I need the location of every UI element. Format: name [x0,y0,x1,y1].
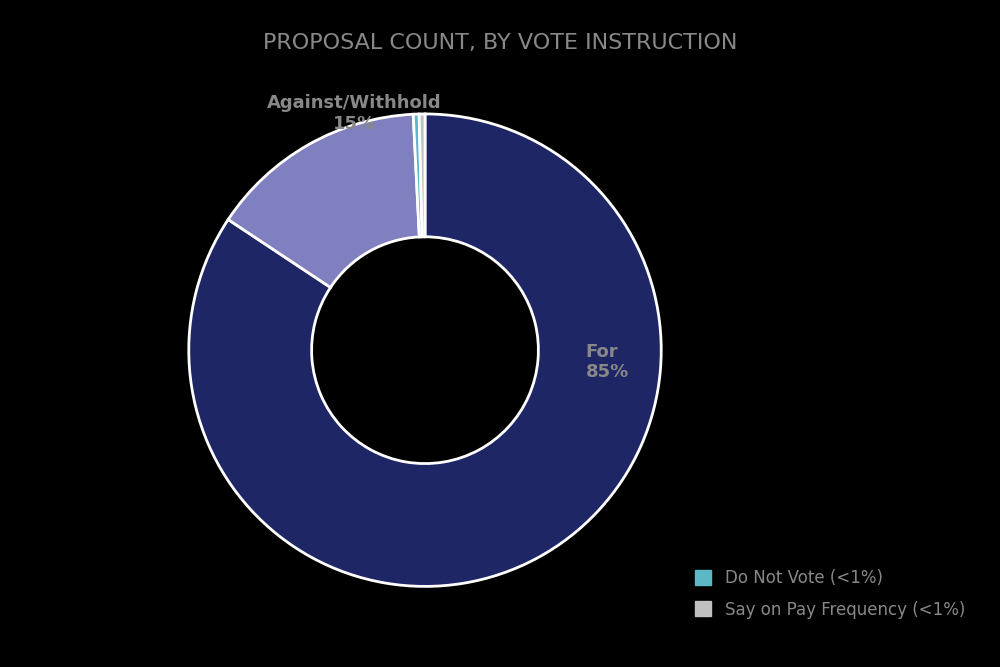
Text: For
85%: For 85% [586,343,629,382]
Wedge shape [419,114,425,237]
Text: Against/Withhold
15%: Against/Withhold 15% [267,94,441,133]
Wedge shape [413,114,422,237]
Legend: Do Not Vote (<1%), Say on Pay Frequency (<1%): Do Not Vote (<1%), Say on Pay Frequency … [688,563,972,626]
Text: PROPOSAL COUNT, BY VOTE INSTRUCTION: PROPOSAL COUNT, BY VOTE INSTRUCTION [263,33,737,53]
Wedge shape [228,114,419,287]
Wedge shape [189,114,661,586]
